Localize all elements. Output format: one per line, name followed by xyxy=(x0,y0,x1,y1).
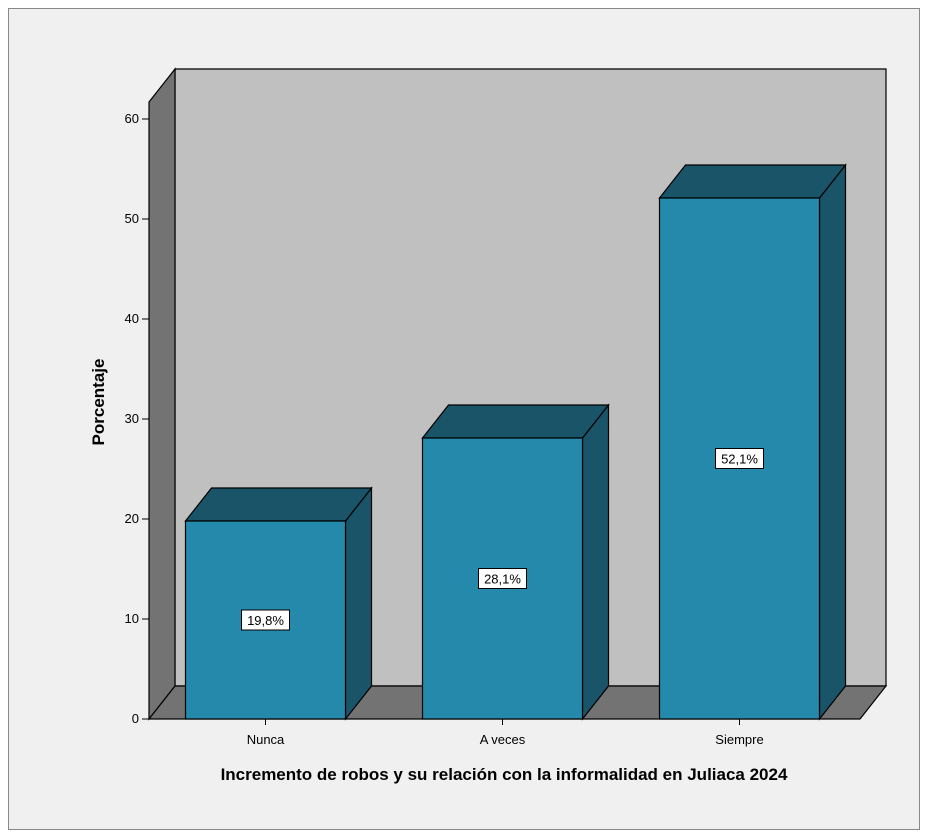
bar-top xyxy=(660,165,846,198)
x-tick-label: Nunca xyxy=(247,732,285,747)
data-label: 19,8% xyxy=(247,613,284,628)
bar-top xyxy=(423,405,609,438)
data-label: 28,1% xyxy=(484,572,521,587)
bar-top xyxy=(186,488,372,521)
y-axis: 0 10 20 30 40 50 60 xyxy=(125,102,149,726)
side-wall xyxy=(149,69,175,719)
bar-nunca: 19,8% xyxy=(186,488,372,719)
y-tick-label: 10 xyxy=(125,611,139,626)
y-tick-label: 0 xyxy=(132,711,139,726)
x-axis-title: Incremento de robos y su relación con la… xyxy=(221,765,788,784)
bar-side xyxy=(346,488,372,719)
y-tick-label: 40 xyxy=(125,311,139,326)
x-tick-label: Siempre xyxy=(715,732,763,747)
x-axis: Nunca A veces Siempre xyxy=(149,719,860,747)
y-tick-label: 50 xyxy=(125,211,139,226)
bar-a-veces: 28,1% xyxy=(423,405,609,719)
y-tick-label: 60 xyxy=(125,111,139,126)
data-label: 52,1% xyxy=(721,452,758,467)
y-tick-label: 20 xyxy=(125,511,139,526)
bar-side xyxy=(583,405,609,719)
y-axis-title: Porcentaje xyxy=(89,359,108,446)
y-tick-label: 30 xyxy=(125,411,139,426)
bar-siempre: 52,1% xyxy=(660,165,846,719)
bar-side xyxy=(820,165,846,719)
x-tick-label: A veces xyxy=(480,732,526,747)
